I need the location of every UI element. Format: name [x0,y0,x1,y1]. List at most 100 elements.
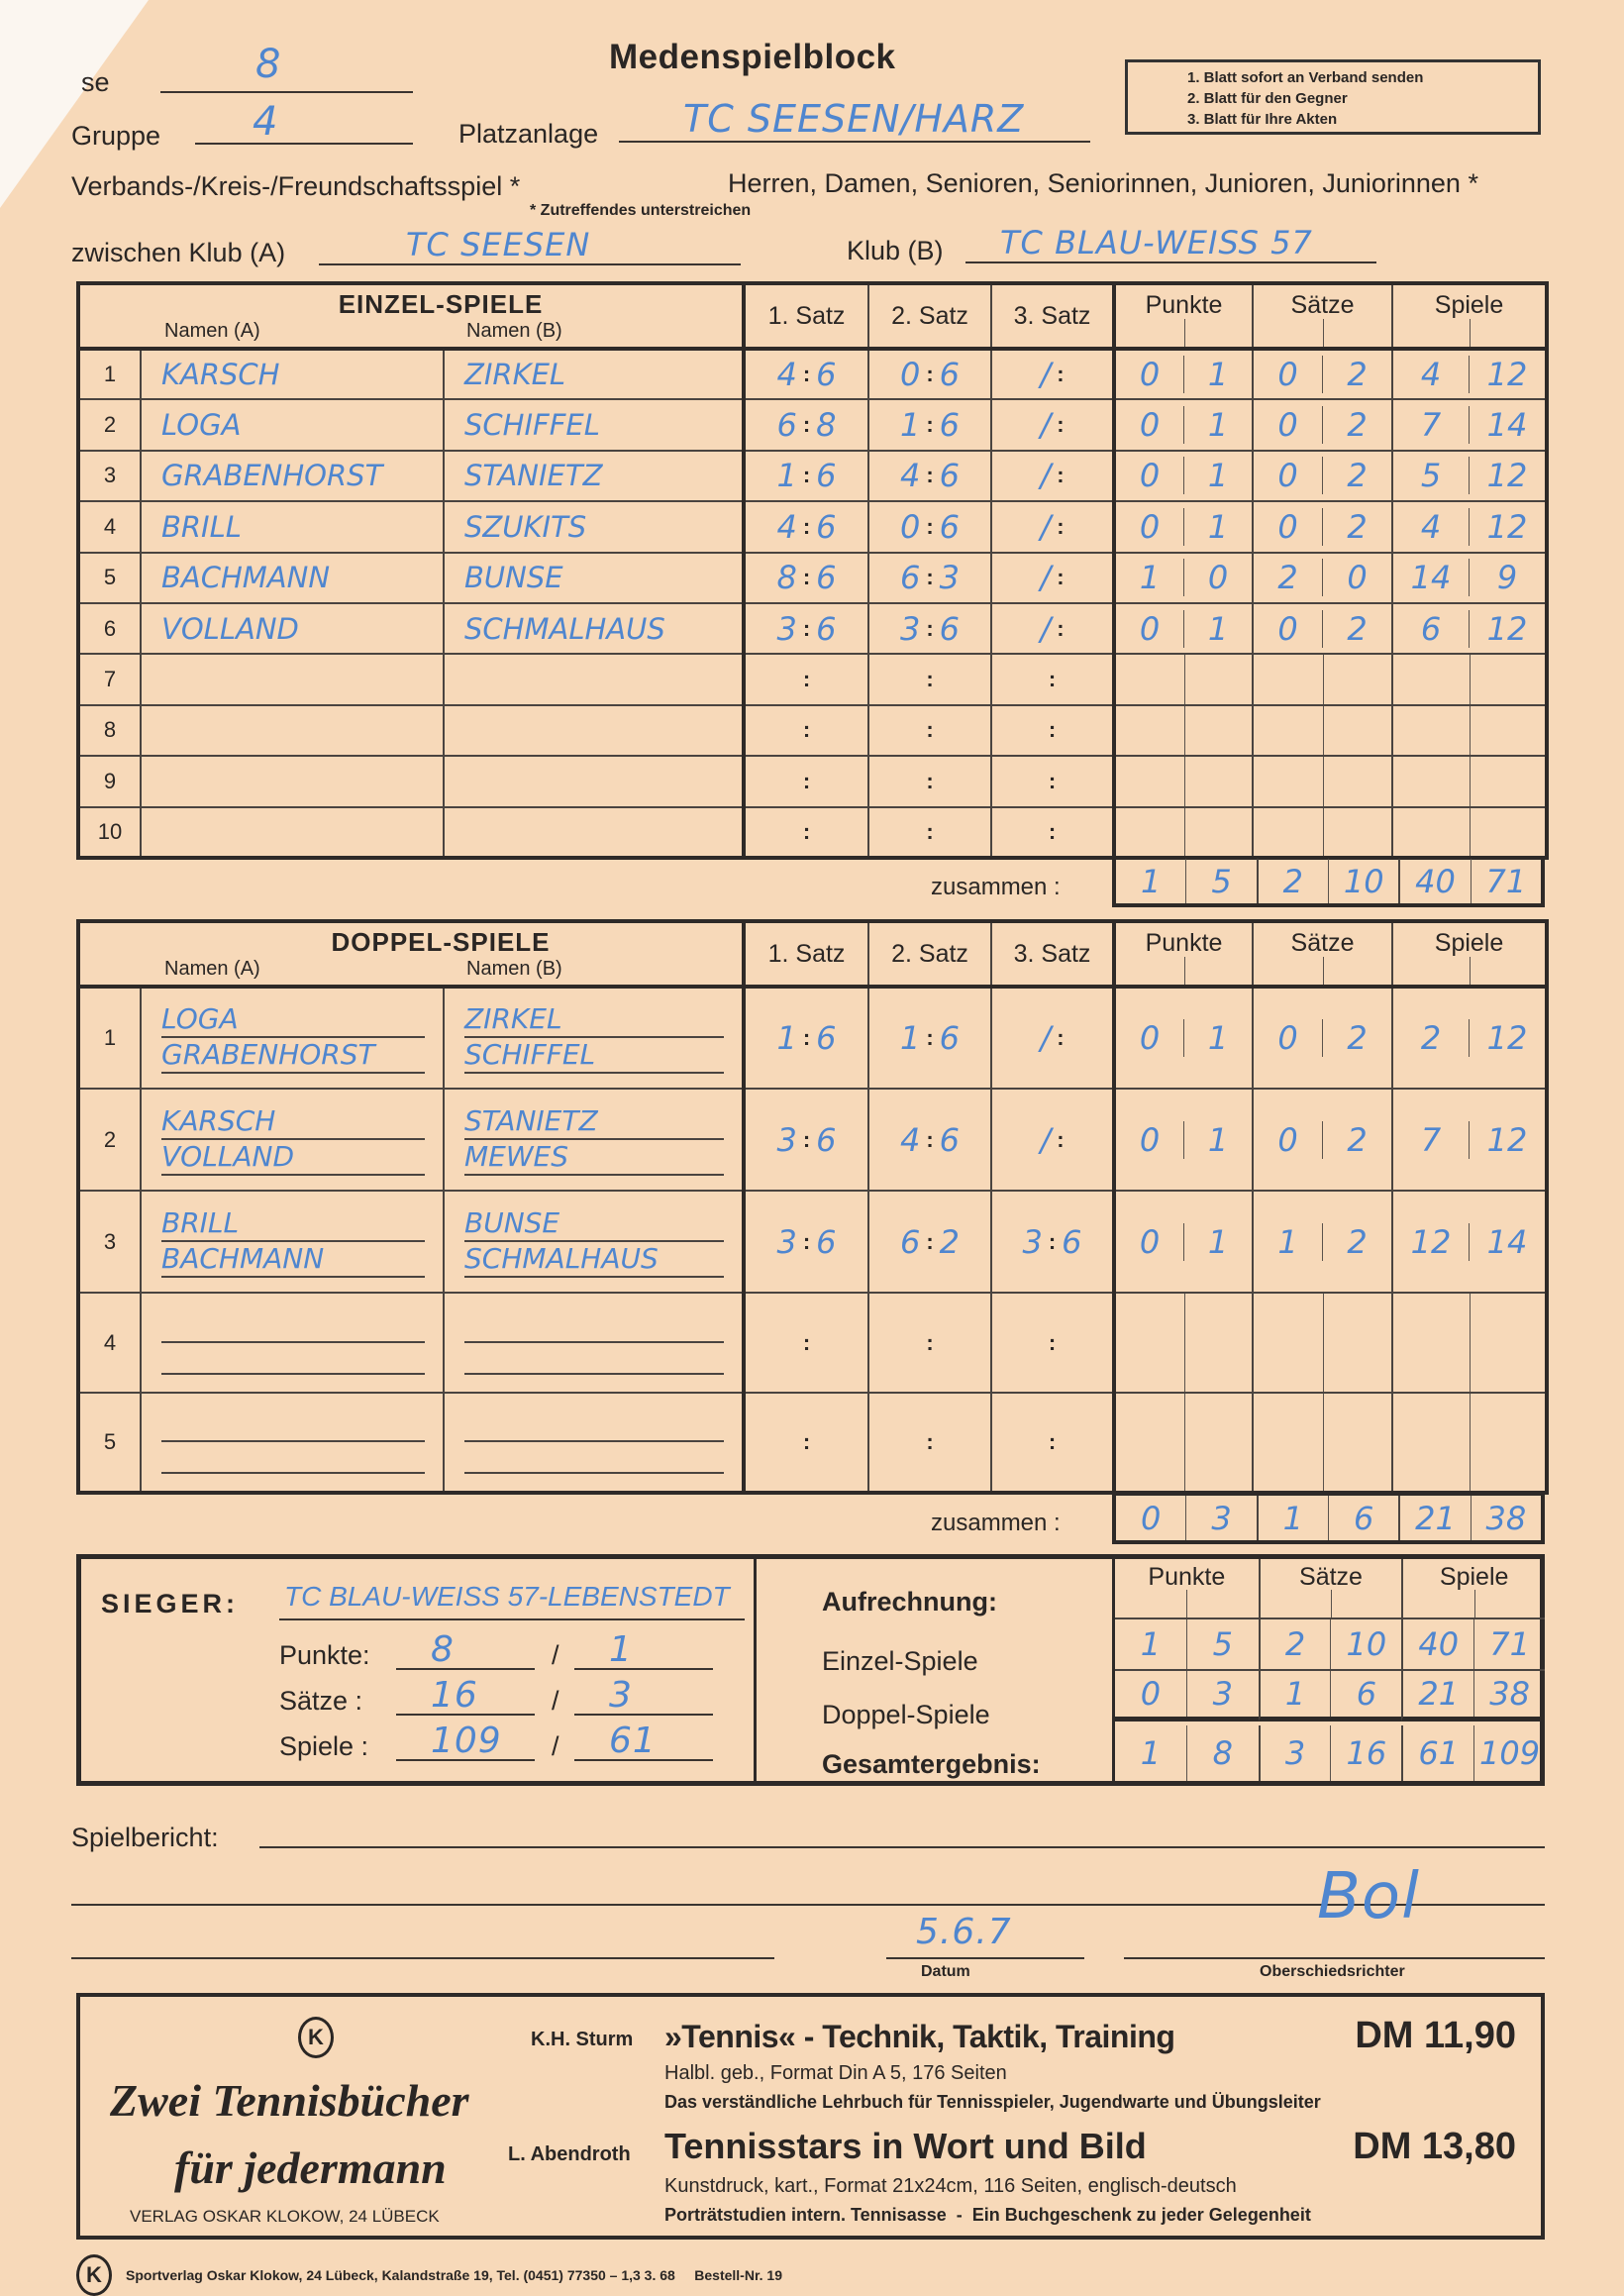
set-score-cell[interactable]: : [742,653,870,706]
player-a-cell[interactable] [140,755,445,808]
player-a-name[interactable]: GRABENHORST [161,459,383,493]
player-b-name[interactable] [464,1410,725,1442]
set-score-cell[interactable]: 6:8 [742,398,870,452]
set-score-cell[interactable]: 1:6 [867,398,993,452]
player-a-cell[interactable]: BACHMANN [140,551,445,604]
saetze-value[interactable]: 0 [1254,1019,1324,1057]
set-score-cell[interactable]: : [990,805,1116,859]
player-b-cell[interactable]: SCHMALHAUS [442,601,746,656]
sieger-spiele-value[interactable]: 109 [431,1721,502,1761]
set-score-cell[interactable]: 3:6 [867,601,993,656]
player-a-name[interactable]: BRILL [161,509,242,544]
punkte-value[interactable]: 1 [1207,457,1229,495]
aufrechnung-gesamt-value[interactable]: 3 [1261,1725,1332,1781]
player-a-name[interactable]: BACHMANN [161,1242,425,1278]
spielbericht-line[interactable] [259,1846,1545,1848]
spiele-value[interactable]: 7 [1393,406,1471,445]
set-score-cell[interactable]: : [867,1292,993,1394]
datum-value[interactable]: 5.6.7 [916,1912,1012,1952]
punkte-value[interactable]: 0 [1207,559,1229,597]
player-a-name[interactable]: LOGA [161,1002,425,1038]
spiele-value[interactable]: 12 [1486,356,1528,394]
punkte-value[interactable]: 0 [1116,406,1185,445]
player-b-name[interactable]: BUNSE [464,561,563,595]
set-score-cell[interactable]: 3:6 [742,601,870,656]
aufrechnung-doppel-value[interactable]: 0 [1115,1671,1187,1717]
set-score-cell[interactable]: /: [990,551,1116,604]
saetze-value[interactable]: 2 [1254,559,1324,597]
punkte-value[interactable]: 0 [1116,1120,1185,1159]
player-b-cell[interactable]: BUNSE [442,551,746,604]
set-score-cell[interactable]: : [867,805,993,859]
punkte-value[interactable]: 1 [1116,559,1185,597]
spiele-value[interactable]: 12 [1486,457,1528,495]
spiele-sum-value[interactable]: 38 [1485,1499,1527,1537]
player-a-name[interactable]: VOLLAND [161,1140,425,1176]
player-b-name[interactable]: SCHIFFEL [464,1038,725,1074]
player-b-cell[interactable] [442,703,746,758]
player-a-name[interactable]: VOLLAND [161,611,299,646]
set-score-cell[interactable]: /: [990,1088,1116,1192]
saetze-value[interactable]: 0 [1254,609,1324,648]
player-b-name[interactable]: SCHIFFEL [464,408,600,443]
set-score-cell[interactable]: 6:2 [867,1190,993,1294]
sieger-punkte-value[interactable]: 1 [609,1629,633,1670]
aufrechnung-doppel-value[interactable]: 1 [1261,1671,1332,1717]
punkte-value[interactable]: 1 [1207,1120,1229,1159]
spiele-value[interactable]: 14 [1393,559,1471,597]
set-score-cell[interactable]: : [742,1292,870,1394]
set-score-cell[interactable]: 4:6 [742,500,870,554]
spiele-sum-value[interactable]: 71 [1485,862,1527,900]
saetze-value[interactable]: 0 [1254,1120,1324,1159]
saetze-value[interactable]: 0 [1254,356,1324,394]
player-a-cell[interactable]: LOGA GRABENHORST [140,986,445,1090]
set-score-cell[interactable]: : [990,703,1116,758]
punkte-sum-value[interactable]: 5 [1211,862,1232,900]
spiele-sum-value[interactable]: 40 [1400,859,1472,903]
player-b-cell[interactable]: STANIETZ [442,449,746,503]
set-score-cell[interactable]: /: [990,601,1116,656]
saetze-value[interactable]: 0 [1254,406,1324,445]
spiele-value[interactable]: 12 [1486,1019,1528,1057]
player-b-cell[interactable] [442,755,746,808]
set-score-cell[interactable]: 0:6 [867,500,993,554]
player-a-name[interactable] [161,1311,425,1343]
punkte-value[interactable]: 0 [1116,356,1185,394]
punkte-sum-value[interactable]: 1 [1116,859,1187,903]
saetze-sum-value[interactable]: 1 [1259,1496,1330,1540]
spiele-value[interactable]: 14 [1486,1222,1528,1261]
aufrechnung-gesamt-value[interactable]: 61 [1403,1725,1475,1781]
player-b-cell[interactable]: SZUKITS [442,500,746,554]
player-a-name[interactable]: BRILL [161,1206,425,1242]
set-score-cell[interactable]: 3:6 [742,1190,870,1294]
player-b-name[interactable]: SCHMALHAUS [464,1242,725,1278]
set-score-cell[interactable]: 0:6 [867,347,993,401]
player-a-cell[interactable]: BRILL BACHMANN [140,1190,445,1294]
sieger-saetze-value[interactable]: 16 [431,1675,478,1716]
player-b-name[interactable]: MEWES [464,1140,725,1176]
set-score-cell[interactable]: /: [990,449,1116,503]
player-b-name[interactable]: SZUKITS [464,509,587,544]
set-score-cell[interactable]: /: [990,986,1116,1090]
spiele-value[interactable]: 4 [1393,356,1471,394]
spielbericht-line[interactable] [71,1904,1545,1906]
spiele-value[interactable]: 9 [1496,559,1518,597]
spiele-value[interactable]: 5 [1393,457,1471,495]
aufrechnung-doppel-value[interactable]: 6 [1356,1675,1377,1713]
aufrechnung-doppel-value[interactable]: 21 [1403,1671,1475,1717]
player-a-cell[interactable] [140,653,445,706]
punkte-value[interactable]: 1 [1207,1222,1229,1261]
aufrechnung-einzel-value[interactable]: 40 [1403,1619,1475,1669]
punkte-value[interactable]: 0 [1116,1019,1185,1057]
spiele-sum-value[interactable]: 21 [1400,1496,1472,1540]
saetze-value[interactable]: 0 [1254,457,1324,495]
set-score-cell[interactable]: : [742,703,870,758]
player-b-cell[interactable] [442,1292,746,1394]
spiele-value[interactable]: 4 [1393,507,1471,546]
saetze-value[interactable]: 1 [1254,1222,1324,1261]
player-b-name[interactable]: BUNSE [464,1206,725,1242]
player-a-name[interactable] [161,1410,425,1442]
aufrechnung-doppel-value[interactable]: 38 [1489,1675,1530,1713]
klub-a-value[interactable]: TC SEESEN [406,226,591,263]
set-score-cell[interactable]: 4:6 [867,449,993,503]
